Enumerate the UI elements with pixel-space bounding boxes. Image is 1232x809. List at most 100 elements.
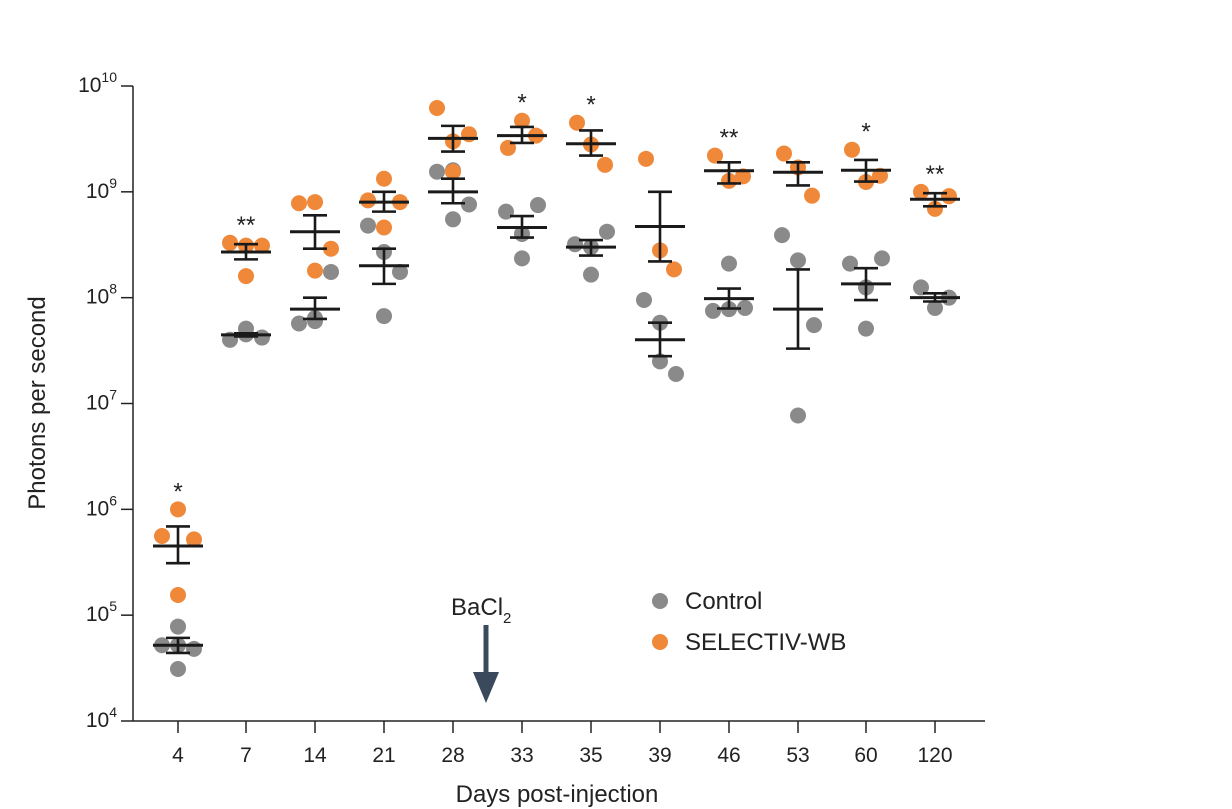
y-tick-base: 10 bbox=[86, 709, 109, 732]
control-point bbox=[913, 279, 929, 296]
selectiv-wb-point bbox=[291, 195, 307, 212]
selectiv-wb-point bbox=[323, 240, 339, 257]
legend-selectiv-marker bbox=[652, 634, 668, 650]
selectiv-wb-point bbox=[514, 112, 530, 129]
control-point bbox=[530, 197, 546, 214]
selectiv-wb-series bbox=[154, 99, 957, 604]
y-tick-base: 10 bbox=[86, 497, 109, 520]
selectiv-wb-point bbox=[238, 268, 254, 285]
selectiv-wb-point bbox=[429, 99, 445, 116]
y-tick-base: 10 bbox=[78, 74, 101, 97]
x-ticks: 4 7 14 21 28 33 35 39 46 53 60 120 bbox=[172, 721, 953, 767]
selectiv-wb-point bbox=[360, 192, 376, 209]
significance-mark: * bbox=[517, 90, 526, 117]
selectiv-wb-point bbox=[927, 200, 943, 217]
y-axis-label: Photons per second bbox=[24, 296, 51, 509]
y-tick-base: 10 bbox=[86, 180, 109, 203]
selectiv-wb-point bbox=[804, 187, 820, 204]
legend-selectiv-label: SELECTIV-WB bbox=[685, 629, 846, 656]
control-point bbox=[790, 252, 806, 269]
control-point bbox=[429, 163, 445, 180]
x-tick-label: 53 bbox=[786, 744, 809, 767]
control-point bbox=[360, 217, 376, 234]
bacl2-label: BaCl2 bbox=[451, 594, 511, 627]
selectiv-wb-point bbox=[666, 261, 682, 278]
y-tick-exponent: 4 bbox=[109, 704, 117, 720]
significance-marks: **** *** *** bbox=[173, 90, 944, 506]
selectiv-wb-point bbox=[735, 168, 751, 185]
y-tick-base: 10 bbox=[86, 392, 109, 415]
significance-mark: ** bbox=[720, 125, 739, 152]
control-point bbox=[705, 302, 721, 319]
x-axis-label: Days post-injection bbox=[456, 781, 659, 808]
significance-mark: ** bbox=[926, 161, 945, 188]
selectiv-wb-point bbox=[154, 527, 170, 544]
x-tick-label: 7 bbox=[240, 744, 252, 767]
selectiv-wb-point bbox=[307, 262, 323, 279]
control-point bbox=[737, 299, 753, 316]
selectiv-wb-point bbox=[445, 163, 461, 180]
y-tick-exponent: 7 bbox=[109, 387, 117, 403]
x-tick-label: 46 bbox=[717, 744, 740, 767]
selectiv-wb-point bbox=[707, 147, 723, 164]
selectiv-wb-point bbox=[170, 587, 186, 604]
y-tick-exponent: 6 bbox=[109, 492, 117, 508]
x-tick-label: 120 bbox=[917, 744, 952, 767]
x-tick-label: 28 bbox=[441, 744, 464, 767]
x-tick-label: 39 bbox=[648, 744, 671, 767]
selectiv-wb-point bbox=[376, 219, 392, 236]
control-point bbox=[927, 299, 943, 316]
y-tick-exponent: 9 bbox=[109, 175, 117, 191]
selectiv-wb-point bbox=[186, 531, 202, 548]
x-tick-label: 60 bbox=[854, 744, 877, 767]
control-point bbox=[307, 313, 323, 330]
y-tick-label: 104 bbox=[86, 704, 117, 732]
y-tick-label: 107 bbox=[86, 387, 117, 415]
control-point bbox=[392, 263, 408, 280]
x-tick-label: 4 bbox=[172, 744, 184, 767]
x-tick-label: 35 bbox=[579, 744, 602, 767]
control-point bbox=[186, 640, 202, 657]
control-point bbox=[170, 660, 186, 677]
x-tick-label: 14 bbox=[303, 744, 327, 767]
control-point bbox=[170, 618, 186, 635]
selectiv-wb-point bbox=[307, 194, 323, 211]
control-point bbox=[599, 223, 615, 240]
legend-control-label: Control bbox=[685, 588, 762, 615]
control-point bbox=[858, 320, 874, 337]
significance-mark: * bbox=[586, 92, 595, 119]
control-point bbox=[721, 255, 737, 272]
selectiv-wb-point bbox=[844, 141, 860, 158]
y-tick-label: 106 bbox=[86, 492, 117, 520]
control-point bbox=[790, 407, 806, 424]
control-point bbox=[583, 266, 599, 283]
y-tick-base: 10 bbox=[86, 286, 109, 309]
x-tick-label: 33 bbox=[510, 744, 533, 767]
control-point bbox=[806, 317, 822, 334]
control-point bbox=[668, 365, 684, 382]
y-tick-label: 109 bbox=[86, 175, 117, 203]
control-point bbox=[636, 292, 652, 309]
bacl2-arrow-head bbox=[473, 672, 499, 703]
significance-mark: * bbox=[861, 119, 870, 146]
y-tick-exponent: 5 bbox=[109, 598, 117, 614]
legend-control-marker bbox=[652, 593, 668, 609]
bacl2-text: BaCl bbox=[451, 594, 503, 621]
significance-mark: ** bbox=[237, 212, 256, 239]
significance-mark: * bbox=[173, 478, 182, 505]
y-tick-label: 1010 bbox=[78, 69, 117, 97]
y-tick-label: 108 bbox=[86, 281, 117, 309]
control-point bbox=[323, 263, 339, 280]
y-tick-exponent: 8 bbox=[109, 281, 117, 297]
control-point bbox=[874, 250, 890, 267]
control-point bbox=[514, 250, 530, 267]
control-point bbox=[774, 227, 790, 244]
selectiv-wb-point bbox=[170, 501, 186, 518]
selectiv-wb-point bbox=[776, 145, 792, 162]
bacl2-subscript: 2 bbox=[503, 610, 511, 627]
x-tick-label: 21 bbox=[372, 744, 395, 767]
selectiv-wb-point bbox=[638, 150, 654, 167]
selectiv-wb-point bbox=[597, 156, 613, 173]
